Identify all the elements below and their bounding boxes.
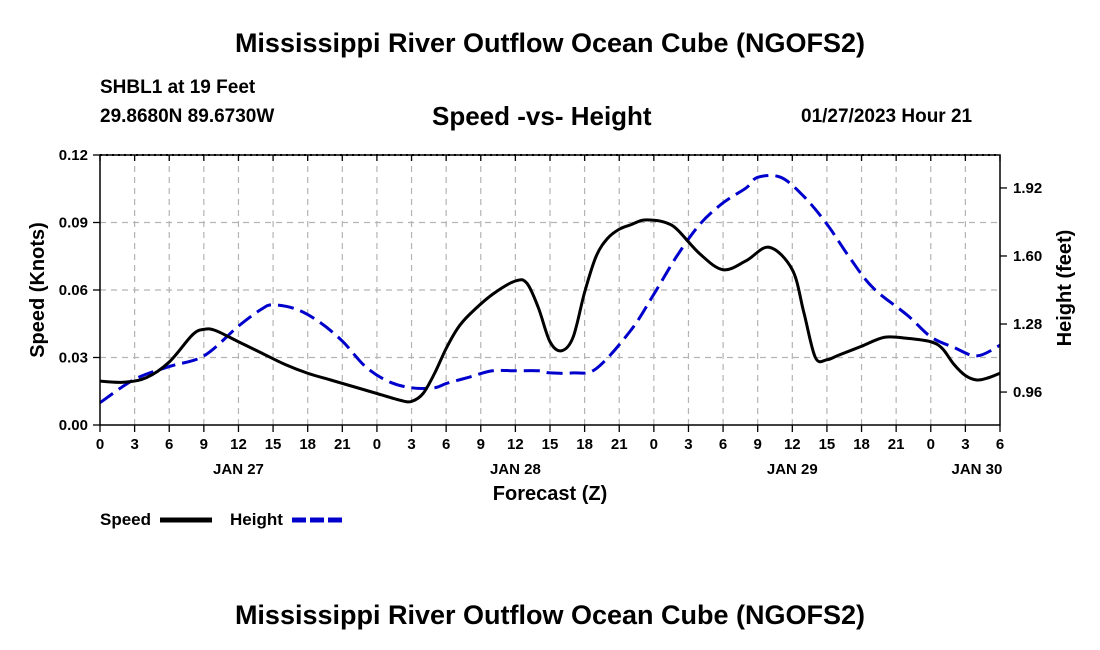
x-tick-label: 6 — [719, 436, 727, 453]
y2-tick-label: 1.92 — [1013, 180, 1042, 197]
page-title-bottom: Mississippi River Outflow Ocean Cube (NG… — [234, 600, 866, 630]
legend: Speed Height — [100, 510, 344, 529]
legend-label-speed: Speed — [100, 510, 151, 529]
date-labels: JAN 27 JAN 28 JAN 29 JAN 30 — [213, 461, 1002, 478]
station-coords: 29.8680N 89.6730W — [100, 106, 275, 127]
x-tick-label: 12 — [507, 436, 524, 453]
x-tick-label: 15 — [265, 436, 282, 453]
x-tick-label: 3 — [684, 436, 692, 453]
series-line-height — [99, 173, 1001, 404]
y-tick-label: 0.00 — [59, 417, 88, 434]
y2-tick-label: 0.96 — [1013, 384, 1042, 401]
grid-lines — [100, 154, 1000, 425]
y-tick-label: 0.12 — [59, 147, 88, 164]
x-axis-title: Forecast (Z) — [493, 483, 607, 505]
date-label: JAN 29 — [767, 461, 818, 478]
x-tick-label: 12 — [784, 436, 801, 453]
y2-axis-title: Height (feet) — [1054, 230, 1076, 347]
station-label: SHBL1 at 19 Feet — [100, 77, 256, 98]
x-tick-label: 9 — [200, 436, 208, 453]
y-axis-ticks: 0.00 0.03 0.06 0.09 0.12 — [59, 147, 100, 434]
y-axis-title: Speed (Knots) — [27, 222, 49, 358]
y2-tick-label: 1.28 — [1013, 316, 1042, 333]
x-tick-label: 0 — [650, 436, 658, 453]
date-label: JAN 30 — [951, 461, 1002, 478]
x-tick-label: 12 — [230, 436, 247, 453]
x-axis-ticks: 0 3 6 9 12 15 18 21 0 3 6 9 12 15 18 21 0 3 6 9 12 15 18 21 0 3 6 — [96, 155, 1004, 453]
y2-tick-label: 1.60 — [1013, 248, 1042, 265]
x-tick-label: 21 — [611, 436, 628, 453]
x-tick-label: 18 — [576, 436, 593, 453]
y-tick-label: 0.03 — [59, 350, 88, 367]
x-tick-label: 18 — [853, 436, 870, 453]
x-tick-label: 9 — [754, 436, 762, 453]
date-label: JAN 28 — [490, 461, 541, 478]
x-tick-label: 21 — [334, 436, 351, 453]
y-tick-label: 0.06 — [59, 282, 88, 299]
date-label: JAN 27 — [213, 461, 264, 478]
x-tick-label: 3 — [130, 436, 138, 453]
x-tick-label: 0 — [927, 436, 935, 453]
chart-subtitle: Speed -vs- Height — [432, 101, 652, 131]
x-tick-label: 15 — [819, 436, 836, 453]
x-tick-label: 3 — [407, 436, 415, 453]
legend-label-height: Height — [230, 510, 283, 529]
series-lines — [99, 173, 1001, 404]
x-tick-label: 6 — [165, 436, 173, 453]
forecast-datetime: 01/27/2023 Hour 21 — [801, 106, 973, 127]
x-tick-label: 0 — [96, 436, 104, 453]
y2-axis-ticks: 0.96 1.28 1.60 1.92 — [1000, 180, 1042, 401]
x-tick-label: 6 — [442, 436, 450, 453]
x-tick-label: 3 — [961, 436, 969, 453]
x-tick-label: 21 — [888, 436, 905, 453]
x-tick-label: 18 — [299, 436, 316, 453]
x-tick-label: 9 — [477, 436, 485, 453]
series-line-speed — [99, 218, 1001, 404]
x-tick-label: 6 — [996, 436, 1004, 453]
page-title-top: Mississippi River Outflow Ocean Cube (NG… — [234, 28, 866, 58]
y-tick-label: 0.09 — [59, 215, 88, 232]
x-tick-label: 15 — [542, 436, 559, 453]
x-tick-label: 0 — [373, 436, 381, 453]
